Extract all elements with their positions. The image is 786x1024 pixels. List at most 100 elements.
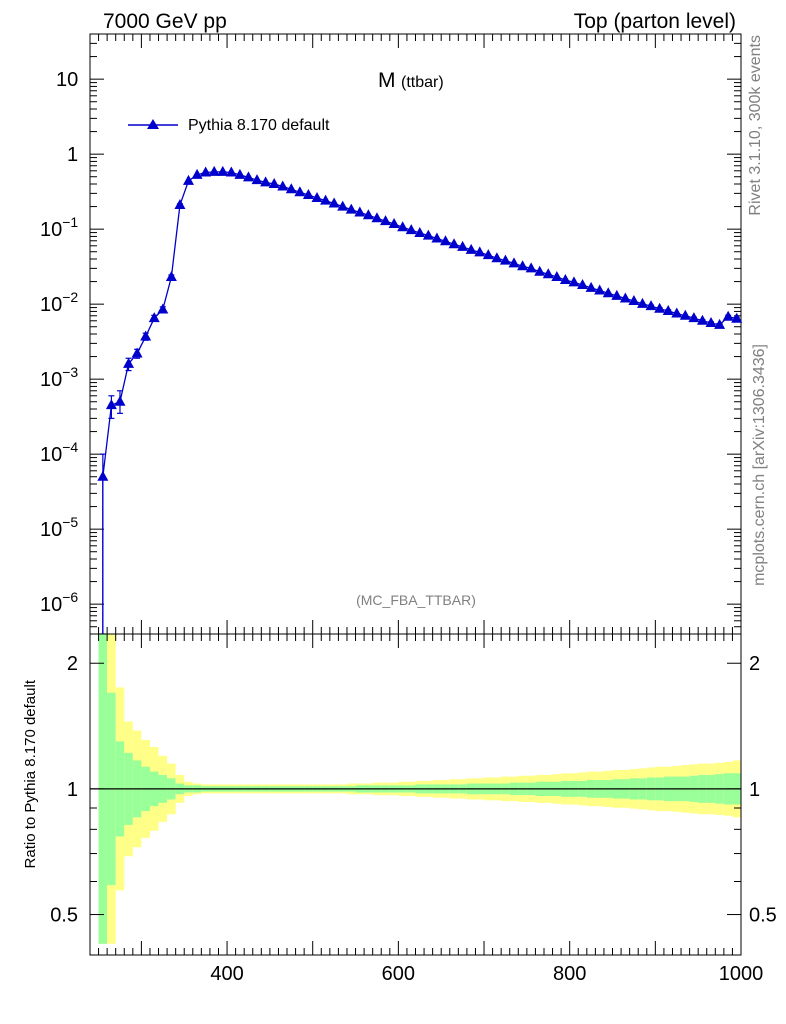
data-point xyxy=(577,279,589,290)
data-point xyxy=(242,171,254,182)
x-tick-label: 1000 xyxy=(719,963,764,985)
data-point xyxy=(585,281,597,292)
plot-title-sub: (ttbar) xyxy=(401,74,444,91)
data-point xyxy=(131,347,143,358)
data-point xyxy=(654,302,666,313)
legend-entry-label: Pythia 8.170 default xyxy=(188,117,330,134)
data-point xyxy=(234,168,246,179)
data-point xyxy=(482,249,494,260)
data-point xyxy=(268,178,280,188)
data-point xyxy=(388,218,400,229)
data-point xyxy=(474,246,486,257)
data-point xyxy=(714,318,726,329)
data-point xyxy=(328,197,340,208)
y-tick-label: 1 xyxy=(67,144,78,166)
data-point xyxy=(542,268,554,279)
data-point xyxy=(397,221,409,232)
data-point xyxy=(534,265,546,276)
data-point xyxy=(345,203,357,214)
data-point xyxy=(105,399,117,410)
y-tick-label: 10−2 xyxy=(40,289,78,316)
ratio-y-tick-label: 0.5 xyxy=(749,905,777,927)
watermark-label: (MC_FBA_TTBAR) xyxy=(356,592,476,608)
data-point xyxy=(123,357,135,368)
main-panel: 10 1 10−1 10−2 10−3 10−4 10−5 10−6 M (ttbar) Py… xyxy=(40,33,743,635)
data-point xyxy=(559,273,571,284)
data-point xyxy=(320,194,332,205)
x-tick-labels: 400 600 800 1000 xyxy=(210,963,763,985)
y-tick-label: 10−3 xyxy=(40,364,78,391)
data-point xyxy=(311,192,323,203)
data-point xyxy=(405,224,417,235)
data-point xyxy=(97,470,109,481)
data-point xyxy=(157,303,169,314)
data-point xyxy=(517,260,529,271)
data-point xyxy=(636,297,648,308)
data-point xyxy=(251,174,263,185)
series-line xyxy=(102,171,737,634)
ratio-y-tick-label: 2 xyxy=(749,653,760,675)
data-point xyxy=(114,395,126,406)
side-text-rivet: Rivet 3.1.10, 300k events xyxy=(747,35,764,216)
data-point xyxy=(422,229,434,240)
data-point xyxy=(208,165,220,176)
y-tick-label: 10 xyxy=(56,69,78,91)
data-point xyxy=(628,295,640,306)
y-tick-label: 10−4 xyxy=(40,439,78,466)
data-point xyxy=(260,176,272,187)
data-point xyxy=(508,257,520,268)
data-point xyxy=(140,330,152,341)
data-point xyxy=(491,252,503,263)
data-point xyxy=(679,309,691,320)
data-point xyxy=(165,271,177,282)
data-point xyxy=(225,166,237,177)
data-point xyxy=(431,232,443,243)
data-point xyxy=(371,212,383,223)
header-right: Top (parton level) xyxy=(574,10,736,33)
data-point xyxy=(688,312,700,323)
y-tick-label: 10−6 xyxy=(40,589,78,616)
ratio-y-tick-label: 2 xyxy=(67,653,78,675)
ratio-axis-ticks xyxy=(90,634,742,956)
data-point xyxy=(731,312,743,323)
data-point xyxy=(354,206,366,217)
y-tick-label: 10−1 xyxy=(40,214,78,241)
data-point xyxy=(662,305,674,316)
data-point xyxy=(645,300,657,311)
side-text-source: mcplots.cern.ch [arXiv:1306.3436] xyxy=(751,344,768,586)
ratio-y-tick-label: 1 xyxy=(67,779,78,801)
ratio-y-tick-label: 1 xyxy=(749,779,760,801)
data-point xyxy=(200,166,212,177)
data-point xyxy=(448,238,460,249)
data-point xyxy=(174,198,186,209)
data-point xyxy=(302,189,314,200)
data-point xyxy=(705,317,717,328)
main-series xyxy=(97,165,743,635)
data-point xyxy=(568,276,580,287)
main-axis-ticks xyxy=(90,33,742,635)
ratio-panel: 2 2 1 1 0.5 0.5 400 600 800 1000 Ratio to Pythia… xyxy=(22,633,777,985)
legend: Pythia 8.170 default xyxy=(128,117,330,134)
x-tick-label: 600 xyxy=(382,963,415,985)
x-tick-label: 800 xyxy=(553,963,586,985)
data-point xyxy=(611,289,623,300)
legend-marker xyxy=(147,119,159,129)
data-point xyxy=(294,186,306,197)
data-point xyxy=(696,314,708,325)
ratio-y-axis-label: Ratio to Pythia 8.170 default xyxy=(22,679,39,868)
data-point xyxy=(285,183,297,194)
data-point xyxy=(380,215,392,226)
data-point xyxy=(439,235,451,246)
data-point xyxy=(671,307,683,318)
data-point xyxy=(551,271,563,282)
y-tick-label: 10−5 xyxy=(40,514,78,541)
main-y-tick-labels: 10 1 10−1 10−2 10−3 10−4 10−5 10−6 xyxy=(40,69,78,616)
data-point xyxy=(362,209,374,220)
data-point xyxy=(619,292,631,303)
header-left: 7000 GeV pp xyxy=(103,10,227,33)
data-point xyxy=(277,180,289,191)
x-tick-label: 400 xyxy=(210,963,243,985)
data-point xyxy=(594,284,606,295)
data-point xyxy=(217,165,229,176)
data-point xyxy=(602,287,614,298)
